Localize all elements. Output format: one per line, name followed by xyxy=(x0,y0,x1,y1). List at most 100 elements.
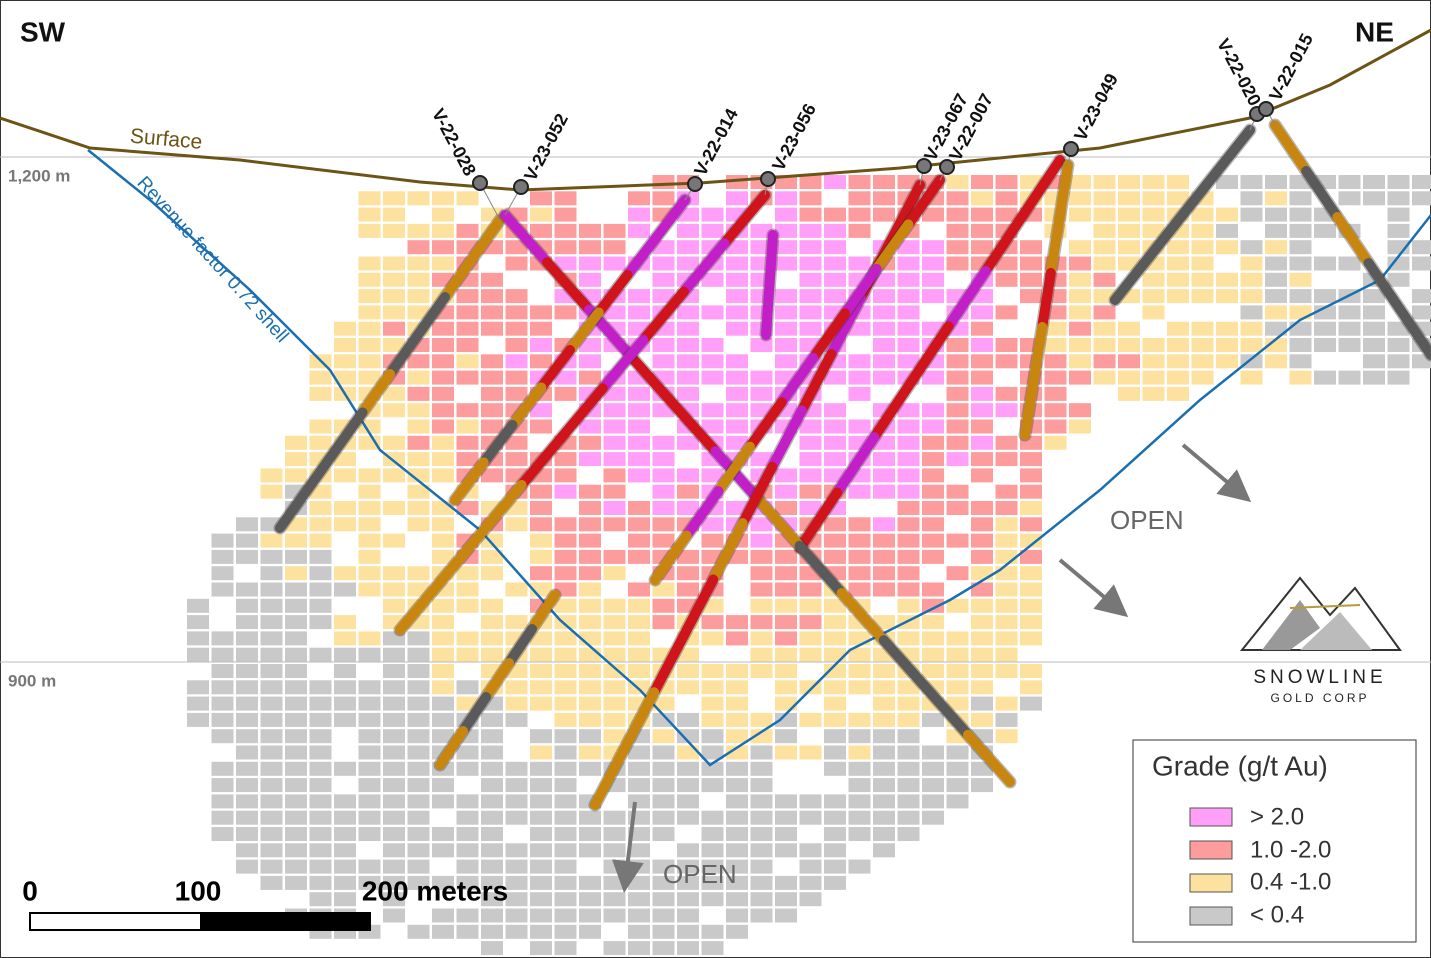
block xyxy=(554,256,577,271)
block xyxy=(505,908,528,923)
block xyxy=(432,354,454,369)
block xyxy=(505,370,528,385)
block xyxy=(677,256,699,271)
block xyxy=(873,354,895,369)
block xyxy=(554,305,577,320)
block xyxy=(432,794,454,809)
block xyxy=(1387,175,1410,189)
block xyxy=(334,582,356,597)
block xyxy=(505,240,528,255)
block xyxy=(554,810,577,825)
block xyxy=(799,223,822,238)
legend-swatch xyxy=(1189,906,1233,926)
block xyxy=(554,892,577,907)
block xyxy=(628,859,650,874)
block xyxy=(1020,582,1042,597)
block xyxy=(1338,338,1361,352)
block xyxy=(407,859,430,874)
block xyxy=(530,761,552,776)
block xyxy=(505,517,528,532)
block xyxy=(530,941,552,956)
block xyxy=(1093,256,1116,271)
block xyxy=(236,533,258,548)
block xyxy=(1191,289,1214,304)
block xyxy=(799,875,822,890)
block xyxy=(456,403,479,418)
drill-hole-segment xyxy=(536,345,575,393)
block xyxy=(922,321,944,336)
block xyxy=(971,582,993,597)
drill-hole-segment xyxy=(1394,304,1431,360)
block xyxy=(309,582,332,597)
block xyxy=(848,631,871,646)
drill-hole-segment xyxy=(878,635,931,693)
block xyxy=(603,501,626,515)
block xyxy=(677,664,699,678)
block xyxy=(530,810,552,825)
drill-hole-segment xyxy=(980,210,1028,276)
block xyxy=(285,452,307,467)
block xyxy=(530,696,552,711)
block xyxy=(1412,289,1431,304)
block xyxy=(334,354,356,369)
block xyxy=(187,647,209,662)
block xyxy=(1142,289,1165,304)
block xyxy=(334,631,356,646)
block xyxy=(1240,256,1263,271)
drill-hole-segment xyxy=(504,624,537,668)
block xyxy=(285,745,307,760)
block xyxy=(775,745,797,760)
block xyxy=(971,761,993,776)
block xyxy=(1167,240,1189,255)
drill-hole-segment xyxy=(557,383,608,442)
block xyxy=(407,240,430,255)
block xyxy=(824,370,846,385)
block xyxy=(579,598,601,613)
block xyxy=(726,289,748,304)
block xyxy=(358,859,381,874)
block xyxy=(1412,354,1431,369)
block xyxy=(285,664,307,678)
block xyxy=(1289,272,1312,287)
block xyxy=(971,435,993,450)
block xyxy=(505,843,528,858)
block xyxy=(481,370,503,385)
block xyxy=(897,680,920,695)
block xyxy=(407,745,430,760)
block xyxy=(603,631,626,646)
block xyxy=(799,843,822,858)
block xyxy=(211,549,234,564)
block xyxy=(579,517,601,532)
block xyxy=(309,566,332,581)
block xyxy=(897,582,920,597)
block xyxy=(848,566,871,581)
block xyxy=(407,305,430,320)
block xyxy=(1044,435,1067,450)
block xyxy=(897,533,920,548)
block xyxy=(701,403,724,418)
block xyxy=(873,827,895,841)
drill-hole-segment xyxy=(776,352,819,408)
block xyxy=(383,256,405,271)
drill-hole-segment xyxy=(330,407,368,456)
block xyxy=(1265,338,1287,352)
block xyxy=(260,631,283,646)
block xyxy=(334,843,356,858)
block xyxy=(579,354,601,369)
block xyxy=(922,435,944,450)
block xyxy=(922,745,944,760)
block xyxy=(824,419,846,434)
block xyxy=(456,761,479,776)
block xyxy=(481,289,503,304)
block xyxy=(750,810,773,825)
drill-hole-segment xyxy=(412,292,450,341)
block xyxy=(383,582,405,597)
block xyxy=(383,778,405,793)
block xyxy=(432,647,454,662)
block xyxy=(309,598,332,613)
block xyxy=(1044,419,1067,434)
block xyxy=(995,452,1018,467)
block xyxy=(1118,338,1140,352)
drill-hole-segment xyxy=(796,349,837,416)
block xyxy=(677,761,699,776)
